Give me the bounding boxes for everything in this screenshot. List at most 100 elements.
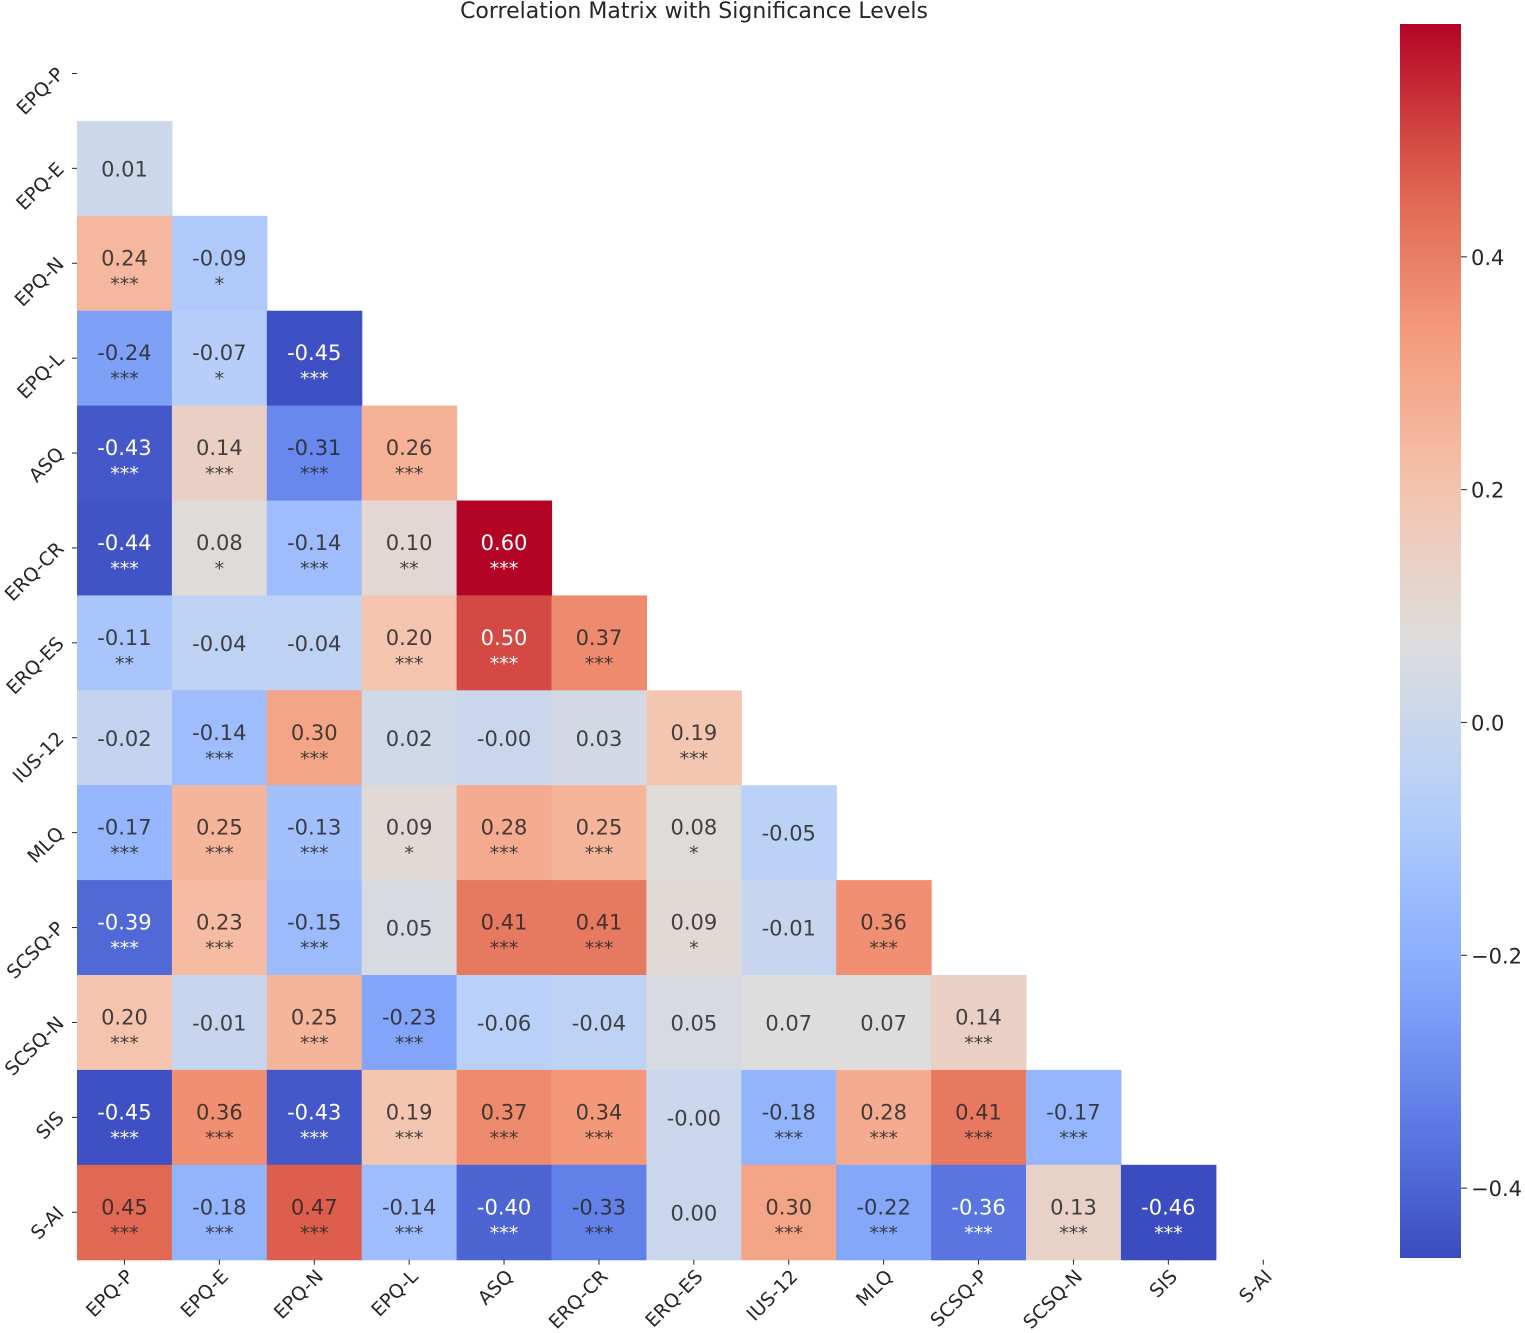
cell-value-label: -0.07 [192, 341, 246, 365]
cell-value-label: -0.02 [97, 727, 151, 751]
x-tick-label-SCSQ-N: SCSQ-N [1019, 1266, 1087, 1333]
cell-significance-label: * [215, 273, 225, 295]
heatmap-cell-SIS-EPQ-L [361, 1069, 458, 1166]
cell-significance-label: *** [205, 843, 234, 865]
cell-value-label: -0.36 [951, 1195, 1005, 1219]
heatmap-cell-SCSQ-P-MLQ [836, 880, 932, 976]
y-tick-label-EPQ-N: EPQ-N [11, 253, 69, 311]
heatmap-cell-MLQ-EPQ-E [171, 785, 268, 881]
cell-significance-label: *** [395, 1222, 424, 1244]
cell-value-label: -0.04 [287, 632, 341, 656]
cell-value-label: 0.08 [670, 816, 717, 840]
cell-value-label: -0.14 [382, 1195, 436, 1219]
cell-value-label: -0.45 [97, 1100, 151, 1124]
heatmap-cell-S-AI-EPQ-N [266, 1164, 363, 1261]
colorbar-tick-label: −0.2 [1471, 944, 1522, 968]
x-tick-label-EPQ-N: EPQ-N [270, 1266, 328, 1324]
cell-value-label: -0.04 [192, 632, 246, 656]
x-tick-label-EPQ-L: EPQ-L [367, 1265, 423, 1321]
heatmap-cell-SCSQ-N-ERQ-CR [551, 975, 647, 1071]
cell-value-label: 0.10 [386, 531, 433, 555]
cell-significance-label: *** [300, 368, 329, 390]
y-tick-label-EPQ-L: EPQ-L [13, 348, 69, 404]
cell-value-label: 0.36 [860, 911, 907, 935]
cell-significance-label: *** [205, 748, 234, 770]
x-tick-label-EPQ-P: EPQ-P [82, 1266, 138, 1322]
cell-value-label: -0.43 [97, 436, 151, 460]
cell-value-label: -0.33 [572, 1195, 626, 1219]
heatmap-cell-SIS-SCSQ-P [931, 1069, 1027, 1166]
cell-significance-label: *** [585, 1127, 614, 1149]
cell-significance-label: *** [964, 1032, 993, 1054]
cell-significance-label: *** [490, 1222, 519, 1244]
colorbar-gradient [1400, 24, 1461, 1258]
heatmap-cell-S-AI-EPQ-P [77, 1164, 173, 1261]
cell-value-label: 0.41 [576, 911, 623, 935]
cell-significance-label: *** [395, 653, 424, 675]
cell-significance-label: *** [205, 1222, 234, 1244]
y-tick-label-EPQ-E: EPQ-E [12, 158, 68, 214]
cell-value-label: -0.01 [192, 1011, 246, 1035]
heatmap-cell-SCSQ-P-EPQ-E [171, 880, 268, 976]
cell-significance-label: * [404, 843, 414, 865]
heatmap-cell-MLQ-EPQ-L [361, 785, 458, 881]
heatmap-cell-EPQ-L-EPQ-P [77, 310, 173, 407]
cell-significance-label: *** [110, 1222, 139, 1244]
heatmap-cell-EPQ-N-EPQ-P [77, 215, 173, 312]
heatmap-cell-S-AI-EPQ-L [361, 1164, 458, 1261]
cell-value-label: 0.07 [765, 1011, 812, 1035]
heatmap-cell-IUS-12-ASQ [456, 690, 553, 786]
colorbar [1400, 24, 1461, 1258]
heatmap-cell-EPQ-E-EPQ-P [77, 120, 173, 217]
cell-significance-label: *** [1154, 1222, 1183, 1244]
cell-significance-label: *** [775, 1222, 804, 1244]
cell-significance-label: *** [395, 1032, 424, 1054]
cell-significance-label: *** [300, 558, 329, 580]
heatmap-cell-IUS-12-EPQ-L [361, 690, 458, 786]
heatmap-cell-ERQ-ES-EPQ-P [77, 595, 173, 691]
cell-value-label: 0.14 [955, 1005, 1002, 1029]
colorbar-tick-label: 0.4 [1471, 246, 1504, 270]
cell-significance-label: * [689, 843, 699, 865]
heatmap-cell-SIS-ASQ [456, 1069, 553, 1166]
cell-significance-label: *** [964, 1127, 993, 1149]
y-tick-label-ERQ-CR: ERQ-CR [1, 538, 69, 606]
cell-value-label: 0.30 [291, 721, 338, 745]
heatmap-cell-SCSQ-N-EPQ-N [266, 975, 363, 1071]
cell-value-label: 0.05 [670, 1011, 717, 1035]
heatmap-cell-ERQ-ES-EPQ-L [361, 595, 458, 691]
heatmap-cell-S-AI-ERQ-ES [646, 1164, 742, 1261]
cell-significance-label: *** [300, 843, 329, 865]
y-tick-label-ASQ: ASQ [25, 443, 69, 487]
cell-value-label: -0.15 [287, 911, 341, 935]
x-tick-label-ERQ-ES: ERQ-ES [641, 1266, 707, 1332]
heatmap-cell-MLQ-ASQ [456, 785, 553, 881]
x-tick-label-ASQ: ASQ [474, 1266, 518, 1310]
heatmap-cell-IUS-12-ERQ-CR [551, 690, 647, 786]
heatmap-cell-ERQ-CR-EPQ-L [361, 500, 458, 596]
heatmap-cell-SCSQ-N-EPQ-L [361, 975, 458, 1071]
cell-significance-label: *** [490, 653, 519, 675]
cell-significance-label: *** [585, 1222, 614, 1244]
cell-significance-label: *** [110, 1127, 139, 1149]
heatmap-cell-SIS-IUS-12 [741, 1069, 837, 1166]
heatmap-cell-SCSQ-P-IUS-12 [741, 880, 837, 976]
colorbar-tick-label: 0.2 [1471, 479, 1504, 503]
cell-value-label: 0.25 [291, 1005, 338, 1029]
chart-title: Correlation Matrix with Significance Lev… [460, 0, 928, 24]
heatmap-cell-S-AI-SCSQ-N [1026, 1164, 1122, 1261]
cell-value-label: 0.45 [101, 1195, 148, 1219]
cell-significance-label: *** [490, 558, 519, 580]
cell-value-label: 0.07 [860, 1011, 907, 1035]
cell-value-label: -0.17 [97, 816, 151, 840]
cell-value-label: 0.03 [576, 727, 623, 751]
heatmap-cell-SCSQ-N-IUS-12 [741, 975, 837, 1071]
heatmap-cell-S-AI-SIS [1120, 1164, 1217, 1261]
heatmap-cell-MLQ-ERQ-ES [646, 785, 742, 881]
cell-significance-label: *** [964, 1222, 993, 1244]
cell-value-label: -0.05 [762, 822, 816, 846]
x-tick-label-MLQ: MLQ [852, 1266, 897, 1311]
cell-value-label: 0.09 [670, 911, 717, 935]
heatmap-cell-ERQ-CR-ASQ [456, 500, 553, 596]
cell-significance-label: *** [300, 1222, 329, 1244]
